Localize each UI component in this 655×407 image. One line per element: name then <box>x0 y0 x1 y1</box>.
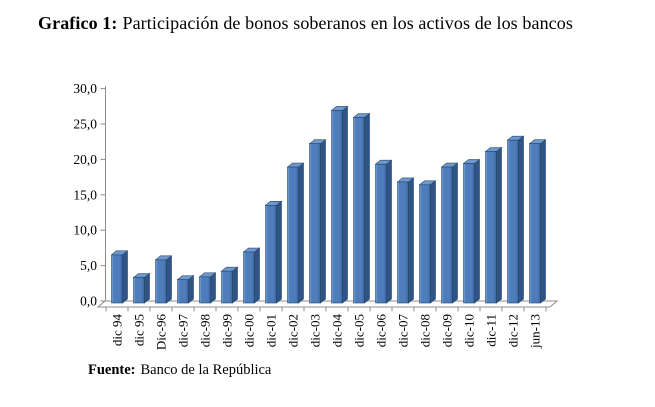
bar-dic-95 <box>132 272 151 304</box>
y-tick-label: 30,0 <box>73 81 97 96</box>
bar-side-face <box>452 162 458 304</box>
bar-dic-10 <box>462 158 481 304</box>
bar-front-face <box>331 110 343 304</box>
bar-side-face <box>254 247 260 304</box>
bar-dic-97 <box>176 275 195 304</box>
bar-dic-98 <box>198 272 217 304</box>
bar-side-face <box>408 177 414 304</box>
bar-side-face <box>518 135 524 304</box>
x-tick-label: jun-13 <box>528 314 543 349</box>
bar-front-face <box>287 166 299 304</box>
bar-side-face <box>166 255 172 304</box>
x-tick-label: dic-02 <box>286 314 301 347</box>
source-note: Fuente: Banco de la República <box>88 362 271 379</box>
x-tick-label: dic-06 <box>374 314 389 348</box>
bar-dic-11 <box>484 146 503 304</box>
bar-side-face <box>430 180 436 304</box>
x-tick-label: dic-08 <box>418 314 433 347</box>
bar-front-face <box>177 279 189 304</box>
x-tick-label: dic-05 <box>352 314 367 347</box>
y-tick-label: 20,0 <box>73 152 97 167</box>
bar-front-face <box>529 143 541 304</box>
y-tick-label: 5,0 <box>80 258 97 273</box>
x-tick-label: dic-11 <box>484 314 499 347</box>
bar-dic-08 <box>418 180 437 304</box>
bar-front-face <box>507 139 519 304</box>
bar-front-face <box>265 204 277 304</box>
bar-side-face <box>540 139 546 304</box>
bar-side-face <box>298 162 304 304</box>
bar-side-face <box>496 146 502 304</box>
bar-dic-05 <box>352 112 371 304</box>
bar-dic-04 <box>330 105 349 304</box>
bar-dic-96 <box>154 255 173 304</box>
bar-front-face <box>243 251 255 304</box>
x-tick-label: dic-12 <box>506 314 521 347</box>
bar-side-face <box>144 272 150 304</box>
bar-side-face <box>276 200 282 304</box>
x-tick-label: dic-04 <box>330 314 345 348</box>
chart-caption: Grafico 1: Participación de bonos soberan… <box>38 12 573 34</box>
source-text: Banco de la República <box>140 362 272 378</box>
bar-side-face <box>364 112 370 304</box>
y-tick-label: 10,0 <box>73 223 97 238</box>
bar-dic-00 <box>242 247 261 304</box>
x-tick-label: dic-01 <box>264 314 279 347</box>
bar-side-face <box>232 266 238 304</box>
bar-front-face <box>353 117 365 304</box>
x-tick-label: dic-97 <box>176 314 191 348</box>
x-tick-label: dic-98 <box>198 314 213 347</box>
bar-dic-01 <box>264 200 283 304</box>
bar-front-face <box>221 270 233 304</box>
bar-front-face <box>419 184 431 304</box>
source-label: Fuente: <box>88 362 136 378</box>
x-tick-label: dic-00 <box>242 314 257 347</box>
bar-front-face <box>155 259 167 304</box>
bar-dic-07 <box>396 177 415 304</box>
bar-front-face <box>463 163 475 304</box>
x-tick-label: dic-03 <box>308 314 323 347</box>
x-tick-label: dic 94 <box>110 314 125 347</box>
bar-dic-02 <box>286 162 305 304</box>
bar-front-face <box>309 143 321 304</box>
bar-side-face <box>386 159 392 304</box>
bar-side-face <box>320 139 326 304</box>
x-tick-label: dic-09 <box>440 314 455 347</box>
bar-jun-13 <box>528 139 547 304</box>
bar-front-face <box>375 163 387 304</box>
bar-front-face <box>485 151 497 304</box>
bar-side-face <box>210 272 216 304</box>
bar-dic-03 <box>308 139 327 304</box>
bar-dic-99 <box>220 266 239 304</box>
bar-dic-09 <box>440 162 459 304</box>
x-tick-label: dic-10 <box>462 314 477 347</box>
y-tick-label: 25,0 <box>73 117 97 132</box>
chart-caption-text: Participación de bonos soberanos en los … <box>122 13 573 33</box>
y-tick-label: 15,0 <box>73 187 97 202</box>
bar-front-face <box>199 276 211 304</box>
bar-side-face <box>474 158 480 304</box>
chart-caption-label: Grafico 1: <box>38 13 118 33</box>
x-tick-label: dic-99 <box>220 314 235 347</box>
bar-front-face <box>111 254 123 304</box>
bar-side-face <box>122 250 128 304</box>
bar-front-face <box>133 277 145 304</box>
y-tick-label: 0,0 <box>80 294 97 309</box>
bar-side-face <box>188 275 194 304</box>
x-tick-label: dic 95 <box>132 314 147 346</box>
x-tick-label: Dic-96 <box>154 314 169 351</box>
bar-front-face <box>441 166 453 304</box>
x-tick-label: dic-07 <box>396 314 411 348</box>
bar-front-face <box>397 181 409 304</box>
bar-dic-06 <box>374 159 393 304</box>
bar-side-face <box>342 105 348 304</box>
bar-dic-94 <box>110 250 129 304</box>
bar-dic-12 <box>506 135 525 304</box>
